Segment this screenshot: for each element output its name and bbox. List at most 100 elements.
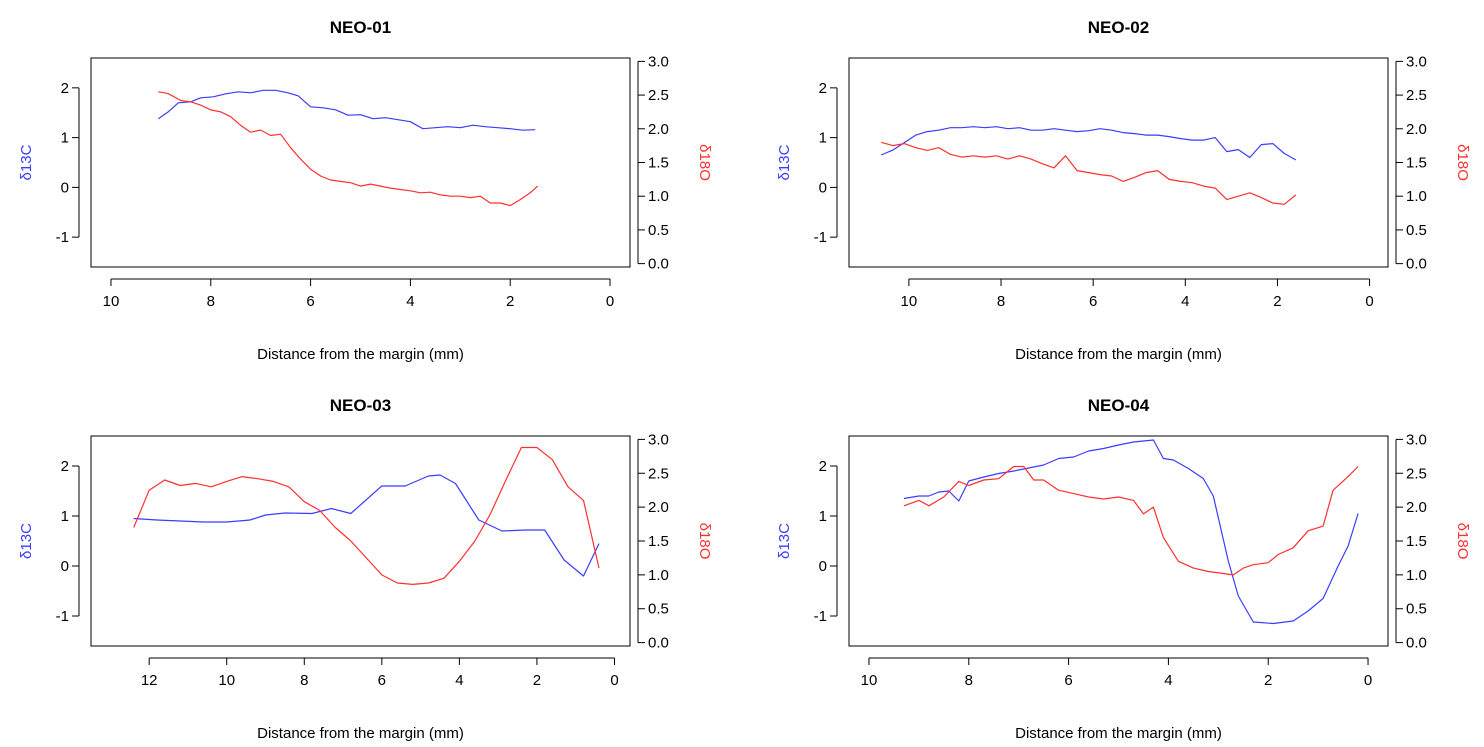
x-tick-label: 10: [218, 672, 235, 689]
y-left-tick-label: 1: [819, 130, 827, 147]
y-left-tick-label: -1: [814, 229, 827, 246]
y-right-tick-label: 0.5: [648, 222, 669, 239]
x-axis-label: Distance from the margin (mm): [257, 725, 464, 742]
x-tick-label: 8: [207, 293, 215, 310]
x-tick-label: 10: [901, 293, 918, 310]
x-tick-label: 8: [997, 293, 1005, 310]
y-right-axis-label: δ18O: [696, 523, 713, 560]
plot-frame: [90, 57, 631, 268]
panel-3: NEO-03 12 10 8 6 4 2 0 Distance from the margin …: [18, 396, 713, 742]
x-axis-label: Distance from the margin (mm): [1015, 346, 1222, 363]
y-right-tick-label: 1.0: [1406, 188, 1427, 205]
y-left-tick-label: 2: [61, 80, 69, 97]
y-right-tick-label: 2.5: [648, 87, 669, 104]
y-right-tick-label: 2.5: [1406, 465, 1427, 482]
y-left-axis-label: δ13C: [776, 523, 793, 559]
plot-frame: [848, 435, 1389, 647]
series-line-d18o: [881, 141, 1297, 205]
series-line-d18o: [133, 446, 600, 586]
x-tick-label: 4: [1164, 672, 1172, 689]
y-left-tick-label: -1: [56, 229, 69, 246]
x-tick-label: 10: [103, 293, 120, 310]
y-left-tick-label: 0: [819, 558, 827, 575]
x-axis-label: Distance from the margin (mm): [257, 346, 464, 363]
x-tick-label: 4: [455, 672, 463, 689]
y-right-tick-label: 0.5: [1406, 222, 1427, 239]
x-tick-label: 2: [506, 293, 514, 310]
y-right-tick-label: 2.0: [648, 121, 669, 138]
x-tick-label: 6: [306, 293, 314, 310]
y-left-tick-label: -1: [814, 608, 827, 625]
y-left-axis-label: δ13C: [18, 144, 35, 180]
y-right-tick-label: 1.0: [648, 567, 669, 584]
y-right-tick-label: 1.5: [1406, 155, 1427, 172]
x-tick-label: 8: [965, 672, 973, 689]
x-tick-label: 6: [1089, 293, 1097, 310]
x-axis-label: Distance from the margin (mm): [1015, 725, 1222, 742]
x-tick-label: 6: [1064, 672, 1072, 689]
y-right-tick-label: 3.0: [648, 53, 669, 70]
series-line-d13c: [158, 89, 536, 131]
y-left-tick-label: 1: [61, 130, 69, 147]
x-tick-label: 4: [406, 293, 414, 310]
series-line-d18o: [158, 91, 539, 207]
series-line-d13c: [903, 439, 1359, 625]
chart-title: NEO-02: [1088, 18, 1149, 37]
x-tick-label: 4: [1181, 293, 1189, 310]
x-tick-label: 8: [300, 672, 308, 689]
y-right-tick-label: 3.0: [1406, 53, 1427, 70]
y-right-tick-label: 2.0: [648, 499, 669, 516]
y-right-tick-label: 0.0: [648, 256, 669, 273]
y-left-tick-label: 2: [819, 458, 827, 475]
y-right-axis-label: δ18O: [1454, 523, 1471, 560]
x-tick-label: 0: [606, 293, 614, 310]
x-tick-label: 2: [1264, 672, 1272, 689]
x-tick-label: 6: [378, 672, 386, 689]
y-left-tick-label: 2: [819, 80, 827, 97]
y-right-tick-label: 0.0: [648, 635, 669, 652]
chart-title: NEO-04: [1088, 396, 1150, 415]
x-tick-label: 0: [610, 672, 618, 689]
y-right-tick-label: 3.0: [648, 431, 669, 448]
chart-title: NEO-03: [330, 396, 391, 415]
y-right-tick-label: 1.5: [1406, 533, 1427, 550]
y-right-tick-label: 0.5: [648, 601, 669, 618]
y-right-tick-label: 1.0: [648, 188, 669, 205]
plot-frame: [848, 57, 1389, 268]
x-tick-label: 0: [1365, 293, 1373, 310]
y-right-tick-label: 0.5: [1406, 601, 1427, 618]
y-right-tick-label: 0.0: [1406, 256, 1427, 273]
x-tick-label: 2: [533, 672, 541, 689]
y-left-axis-label: δ13C: [18, 523, 35, 559]
chart-title: NEO-01: [330, 18, 391, 37]
y-left-tick-label: -1: [56, 608, 69, 625]
y-right-axis-label: δ18O: [696, 144, 713, 181]
x-tick-label: 2: [1273, 293, 1281, 310]
y-left-tick-label: 0: [819, 179, 827, 196]
y-right-tick-label: 1.5: [648, 155, 669, 172]
y-left-tick-label: 0: [61, 558, 69, 575]
y-right-tick-label: 2.5: [1406, 87, 1427, 104]
series-line-d18o: [903, 465, 1359, 576]
y-right-axis-label: δ18O: [1454, 144, 1471, 181]
x-tick-label: 12: [141, 672, 158, 689]
x-tick-label: 0: [1364, 672, 1372, 689]
y-right-tick-label: 2.5: [648, 465, 669, 482]
y-left-tick-label: 1: [819, 508, 827, 525]
y-right-tick-label: 1.0: [1406, 567, 1427, 584]
y-right-tick-label: 3.0: [1406, 431, 1427, 448]
plot-frame: [90, 435, 631, 647]
y-left-tick-label: 0: [61, 179, 69, 196]
y-right-tick-label: 2.0: [1406, 499, 1427, 516]
y-left-axis-label: δ13C: [776, 144, 793, 180]
y-right-tick-label: 0.0: [1406, 635, 1427, 652]
y-left-tick-label: 2: [61, 458, 69, 475]
series-line-d13c: [133, 474, 600, 577]
x-tick-label: 10: [861, 672, 878, 689]
y-right-tick-label: 2.0: [1406, 121, 1427, 138]
